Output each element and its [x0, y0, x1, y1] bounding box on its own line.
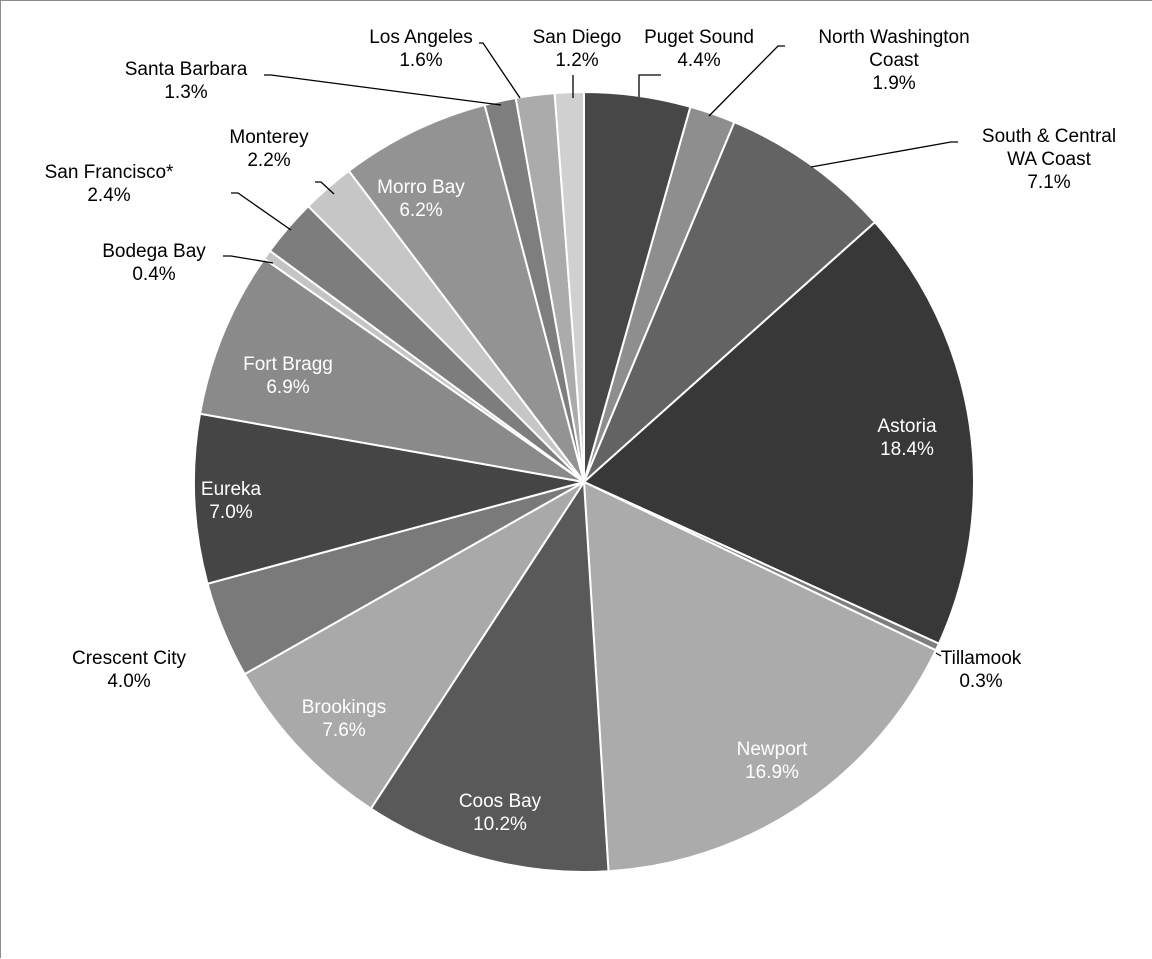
slice-pct-label-newport: 16.9%	[745, 762, 799, 783]
slice-coos-bay	[369, 478, 610, 873]
slice-pct-label-eureka: 7.0%	[209, 502, 252, 523]
slice-pct-label-san-francisco: 2.4%	[87, 185, 130, 206]
slice-pct-label-south-central-wa-coast: 7.1%	[1027, 172, 1070, 193]
slice-name-label-los-angeles: Los Angeles	[369, 27, 473, 48]
leader-lines	[223, 42, 958, 657]
slice-pct-label-san-diego: 1.2%	[555, 50, 598, 71]
slice-name-label-san-francisco: San Francisco*	[45, 162, 174, 183]
slice-name-label-newport: Newport	[737, 739, 808, 760]
slice-pct-label-tillamook: 0.3%	[959, 671, 1002, 692]
slice-name-label-north-washington-coast: North Washington	[818, 27, 969, 48]
slice-morro-bay	[347, 103, 585, 483]
slice-pct-label-astoria: 18.4%	[880, 439, 934, 460]
slice-name-label-santa-barbara: Santa Barbara	[125, 59, 248, 80]
slice-san-diego	[553, 90, 585, 483]
slice-name-label-south-central-wa-coast: South & Central	[982, 126, 1116, 147]
leader-line-monterey	[315, 181, 335, 195]
slice-brookings	[243, 481, 585, 811]
slice-pct-label-santa-barbara: 1.3%	[164, 82, 207, 103]
leader-line-north-washington-coast	[708, 45, 785, 117]
slice-name-label-south-central-wa-coast: WA Coast	[1007, 149, 1091, 170]
slice-pct-label-los-angeles: 1.6%	[399, 50, 442, 71]
slice-pct-label-brookings: 7.6%	[322, 720, 365, 741]
leader-line-bodega-bay	[223, 255, 274, 264]
slice-pct-label-north-washington-coast: 1.9%	[872, 73, 915, 94]
slice-pct-label-morro-bay: 6.2%	[399, 200, 442, 221]
slice-eureka	[193, 412, 585, 585]
leader-line-south-central-wa-coast	[810, 141, 958, 168]
slice-pct-label-fort-bragg: 6.9%	[266, 377, 309, 398]
slice-name-label-fort-bragg: Fort Bragg	[243, 354, 333, 375]
leader-line-san-francisco	[231, 192, 292, 231]
slice-name-label-puget-sound: Puget Sound	[644, 27, 754, 48]
slice-name-label-crescent-city: Crescent City	[72, 648, 187, 669]
slice-name-label-north-washington-coast: Coast	[869, 50, 919, 71]
slice-name-label-brookings: Brookings	[302, 697, 387, 718]
slice-name-label-san-diego: San Diego	[533, 27, 622, 48]
slice-fort-bragg	[198, 257, 585, 483]
slice-pct-label-monterey: 2.2%	[247, 150, 290, 171]
leader-line-puget-sound	[638, 74, 661, 97]
pie-slices	[193, 90, 975, 873]
slice-newport	[582, 480, 938, 873]
slice-pct-label-coos-bay: 10.2%	[473, 814, 527, 835]
slice-name-label-astoria: Astoria	[877, 416, 937, 437]
slice-name-label-bodega-bay: Bodega Bay	[102, 241, 206, 262]
slice-pct-label-puget-sound: 4.4%	[677, 50, 720, 71]
slice-name-label-coos-bay: Coos Bay	[459, 791, 542, 812]
slice-pct-label-crescent-city: 4.0%	[107, 671, 150, 692]
leader-line-santa-barbara	[264, 74, 502, 106]
slice-name-label-monterey: Monterey	[229, 127, 309, 148]
leader-line-tillamook	[935, 652, 942, 657]
slice-south-central-wa-coast	[583, 120, 877, 483]
slice-name-label-eureka: Eureka	[201, 479, 262, 500]
slice-name-label-tillamook: Tillamook	[941, 648, 1022, 669]
leader-line-los-angeles	[479, 42, 521, 99]
slice-astoria	[582, 220, 975, 645]
slice-name-label-morro-bay: Morro Bay	[377, 177, 465, 198]
slice-pct-label-bodega-bay: 0.4%	[132, 264, 175, 285]
